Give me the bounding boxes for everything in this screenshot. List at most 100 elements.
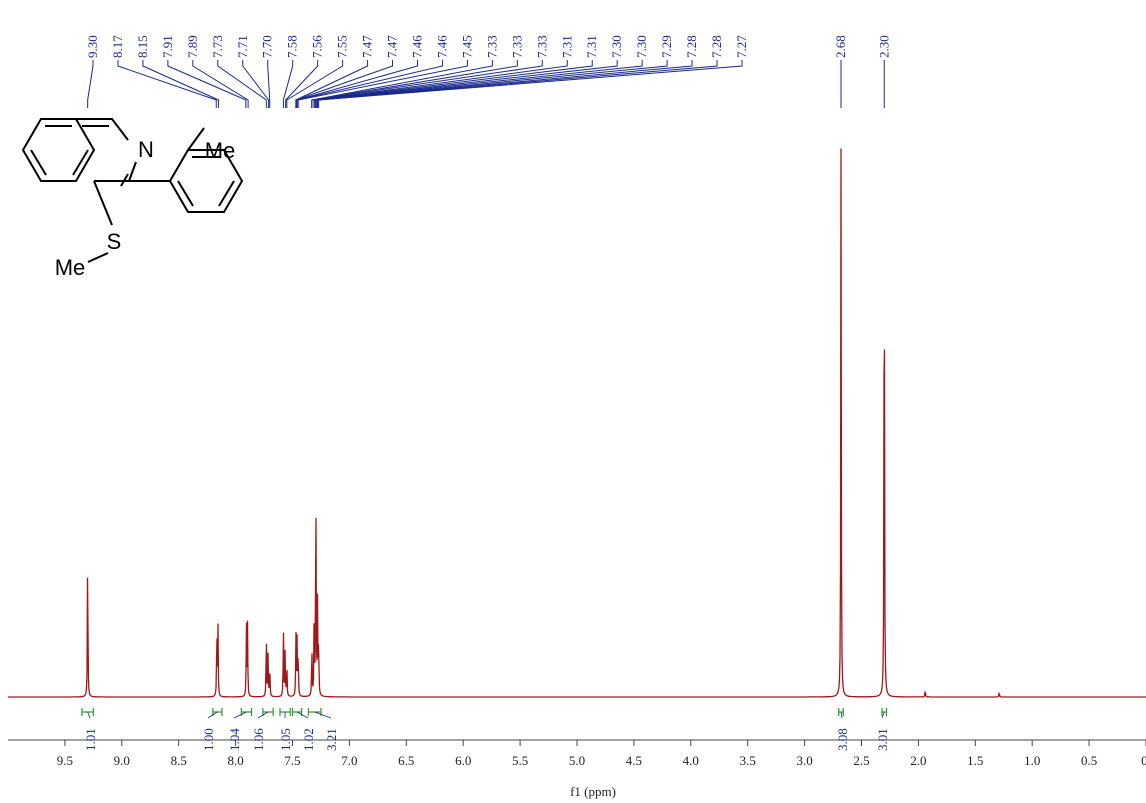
- peak-label: 7.89: [185, 35, 200, 58]
- peak-label: 7.27: [734, 35, 749, 58]
- peak-leader-line: [296, 60, 443, 108]
- peak-label: 7.33: [534, 35, 549, 58]
- peak-label: 2.68: [833, 35, 848, 58]
- peak-label: 7.55: [335, 35, 350, 58]
- peak-label: 8.17: [110, 35, 125, 58]
- integral-leader-line: [296, 711, 309, 719]
- x-tick-label: 0.: [1141, 753, 1146, 768]
- peak-label: 7.33: [509, 35, 524, 58]
- x-tick-label: 5.5: [512, 753, 528, 768]
- x-tick-label: 1.0: [1024, 753, 1040, 768]
- peak-label: 7.47: [360, 35, 375, 58]
- atom-n-label: N: [138, 137, 154, 162]
- integral-label: 1.04: [227, 728, 242, 751]
- peak-label: 7.30: [609, 35, 624, 58]
- peak-leader-line: [167, 60, 247, 108]
- peak-leader-line: [142, 60, 220, 108]
- peak-label: 7.56: [310, 35, 325, 58]
- aryl-methyl-label: Me: [205, 138, 236, 163]
- atom-s-label: S: [107, 229, 122, 254]
- s-me-bond: [87, 252, 109, 263]
- pyridine-bond: [128, 161, 137, 182]
- x-tick-label: 3.5: [740, 753, 756, 768]
- benzo-double-bond: [72, 149, 89, 176]
- x-tick-label: 3.0: [796, 753, 812, 768]
- peak-label: 7.31: [559, 35, 574, 58]
- peak-label: 7.70: [260, 35, 275, 58]
- peak-leader-line: [313, 60, 593, 108]
- peak-label: 7.31: [584, 35, 599, 58]
- peak-leader-line: [314, 60, 643, 108]
- integral-label: 1.01: [83, 728, 98, 751]
- peak-label: 7.91: [160, 35, 175, 58]
- x-tick-label: 7.0: [341, 753, 357, 768]
- integral-label: 3.01: [875, 728, 890, 751]
- peak-leader-line: [318, 60, 743, 108]
- x-tick-label: 1.5: [967, 753, 983, 768]
- integral-label: 1.06: [251, 728, 266, 751]
- integral-leader-line: [257, 711, 269, 719]
- tolyl-double-bond: [218, 180, 235, 207]
- peak-label: 9.30: [85, 35, 100, 58]
- peak-label: 7.28: [684, 35, 699, 58]
- benzo-double-bond: [30, 149, 47, 176]
- peak-label: 7.30: [634, 35, 649, 58]
- x-tick-label: 0.5: [1081, 753, 1097, 768]
- peak-leader-line: [117, 60, 217, 108]
- x-tick-label: 7.5: [284, 753, 300, 768]
- x-tick-label: 9.5: [57, 753, 73, 768]
- integral-leader-line: [233, 711, 247, 719]
- x-tick-label: 6.5: [398, 753, 414, 768]
- peak-label: 7.45: [459, 35, 474, 58]
- peak-leader-line: [295, 60, 369, 108]
- peak-label: 7.47: [385, 35, 400, 58]
- chemical-structure: [21, 118, 244, 263]
- x-tick-label: 4.0: [683, 753, 699, 768]
- integral-leader-line: [87, 711, 91, 719]
- integral-label: 1.02: [301, 728, 316, 751]
- peak-leader-line: [295, 60, 394, 108]
- integral-label: 3.21: [324, 728, 339, 751]
- peak-label: 7.28: [709, 35, 724, 58]
- peak-leader-line: [315, 60, 668, 108]
- peak-label: 7.46: [434, 35, 449, 58]
- integral-label: 3.08: [835, 728, 850, 751]
- benzo-ring: [21, 118, 96, 182]
- x-tick-label: 9.0: [114, 753, 130, 768]
- spectrum-trace: [8, 148, 1146, 698]
- peak-label: 7.46: [410, 35, 425, 58]
- thio-methyl-label: Me: [55, 255, 86, 280]
- x-tick-label: 6.0: [455, 753, 471, 768]
- aryl-me-bond: [187, 127, 205, 151]
- peak-label: 7.33: [484, 35, 499, 58]
- integral-leader-line: [207, 711, 218, 719]
- peak-label: 8.15: [135, 35, 150, 58]
- peak-leader-line: [286, 60, 344, 108]
- integral-leader-line: [314, 711, 332, 719]
- peak-leader-line: [217, 60, 267, 108]
- x-axis-title: f1 (ppm): [570, 784, 616, 799]
- x-tick-label: 8.0: [227, 753, 243, 768]
- peak-leader-line: [317, 60, 718, 108]
- pyridine-ring: [76, 118, 129, 141]
- x-tick-label: 2.0: [910, 753, 926, 768]
- integral-leader-line: [881, 711, 885, 719]
- c-s-bond: [93, 180, 113, 226]
- peak-leader-line: [285, 60, 319, 108]
- peak-label: 7.58: [285, 35, 300, 58]
- integral-label: 1.00: [201, 728, 216, 751]
- peak-leader-line: [297, 60, 468, 108]
- integral-leader-line: [840, 711, 843, 719]
- peak-leader-line: [282, 60, 294, 108]
- peak-leader-line: [192, 60, 249, 108]
- x-tick-label: 8.5: [171, 753, 187, 768]
- peak-label: 7.29: [659, 35, 674, 58]
- peak-leader-line: [267, 60, 271, 108]
- peak-leader-line: [242, 60, 270, 108]
- tolyl-double-bond: [177, 180, 194, 207]
- peak-leader-line: [311, 60, 543, 108]
- pyridine-double-bond: [120, 173, 129, 187]
- x-tick-label: 5.0: [569, 753, 585, 768]
- peak-label: 7.73: [210, 35, 225, 58]
